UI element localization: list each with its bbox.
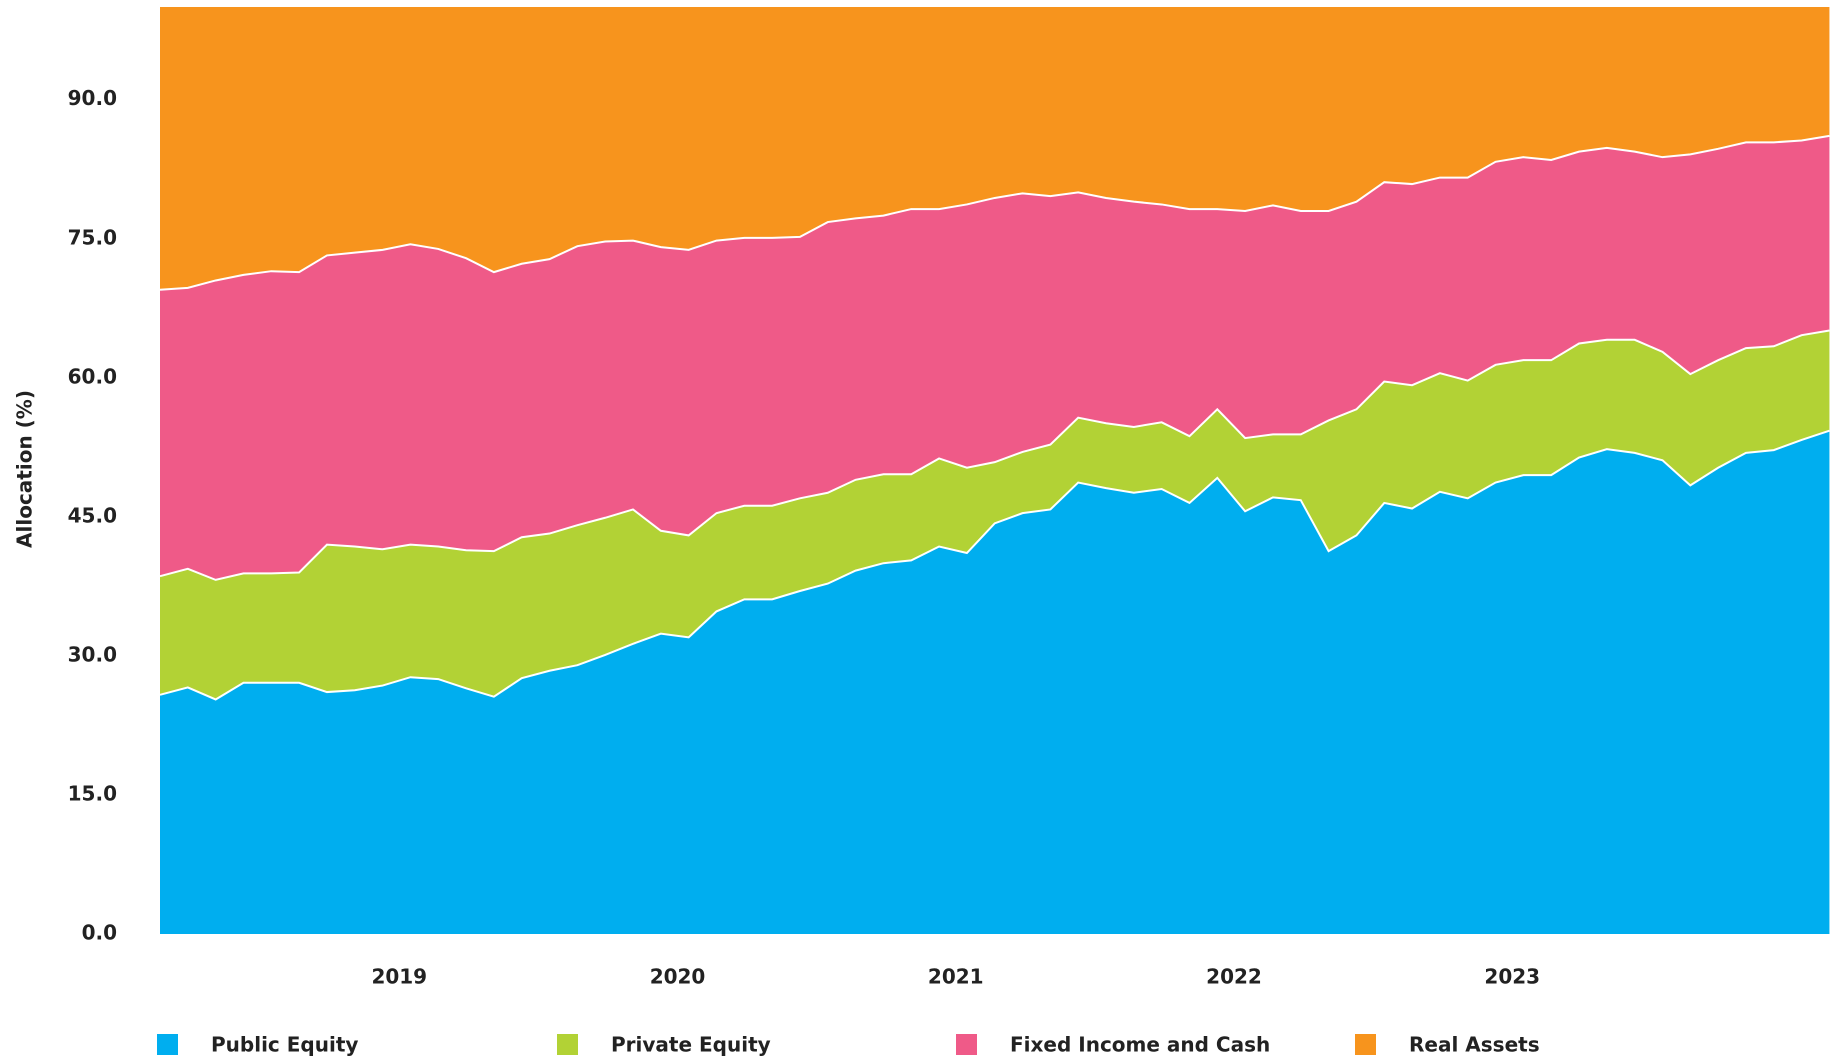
y-tick-label: 90.0 (68, 86, 117, 110)
x-tick-label: 2020 (650, 965, 706, 989)
area-separator (159, 429, 1830, 701)
area-separator (159, 329, 1830, 581)
y-tick-label: 75.0 (68, 225, 117, 249)
area (160, 7, 1830, 290)
y-tick-label: 45.0 (68, 503, 117, 527)
x-tick-label: 2019 (371, 965, 427, 989)
area (160, 430, 1830, 934)
y-tick-label: 0.0 (82, 921, 117, 945)
y-tick-label: 30.0 (68, 642, 117, 666)
area-separator (159, 134, 1830, 291)
legend-swatch (557, 1034, 578, 1055)
y-axis-label: Allocation (%) (13, 390, 37, 548)
legend-label: Private Equity (611, 1033, 771, 1057)
y-tick-label: 60.0 (68, 364, 117, 388)
x-tick-label: 2021 (928, 965, 984, 989)
x-tick-label: 2022 (1206, 965, 1262, 989)
legend-swatch (1355, 1034, 1376, 1055)
legend-label: Fixed Income and Cash (1010, 1033, 1270, 1057)
y-tick-label: 15.0 (68, 781, 117, 805)
x-tick-label: 2023 (1484, 965, 1540, 989)
legend-label: Real Assets (1409, 1033, 1540, 1057)
legend-swatch (956, 1034, 977, 1055)
legend-swatch (157, 1034, 178, 1055)
area (160, 330, 1830, 700)
legend-label: Public Equity (211, 1033, 358, 1057)
